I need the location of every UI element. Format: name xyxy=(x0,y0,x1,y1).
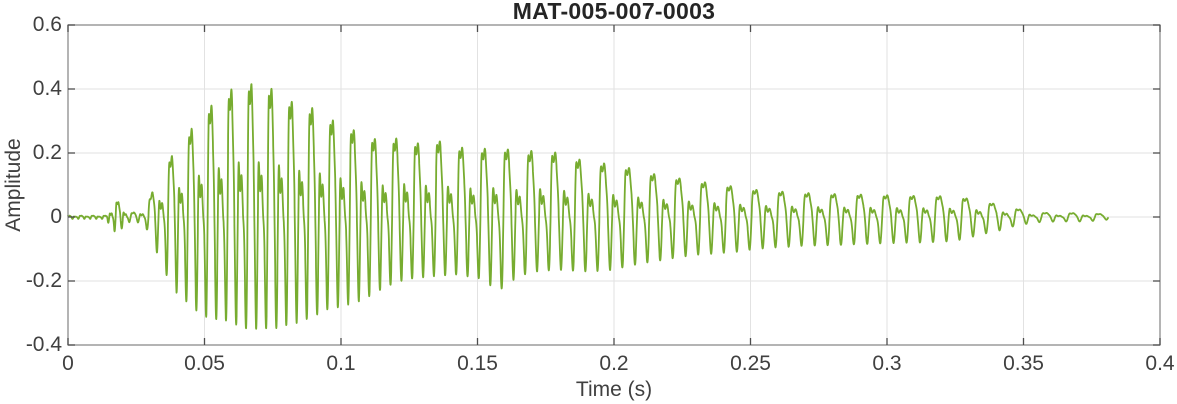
x-tick-label: 0 xyxy=(62,352,74,375)
x-tick-label: 0.15 xyxy=(457,352,498,375)
y-tick-label: 0.2 xyxy=(32,141,62,164)
y-tick-label: -0.2 xyxy=(25,269,62,292)
y-tick-label: -0.4 xyxy=(25,333,62,356)
y-tick-labels: -0.4 -0.2 0 0.2 0.4 0.6 xyxy=(0,0,62,404)
x-tick-label: 0.2 xyxy=(599,352,629,375)
x-tick-labels: 0 0.05 0.1 0.15 0.2 0.25 0.3 0.35 0.4 xyxy=(0,352,1177,378)
x-tick-label: 0.4 xyxy=(1145,352,1175,375)
chart-title: MAT-005-007-0003 xyxy=(512,0,716,24)
x-axis-label: Time (s) xyxy=(575,378,653,401)
y-tick-label: 0.6 xyxy=(32,13,62,36)
waveform-path xyxy=(67,83,1109,330)
x-tick-label: 0.1 xyxy=(326,352,356,375)
x-tick-label: 0.25 xyxy=(730,352,771,375)
x-tick-label: 0.05 xyxy=(184,352,225,375)
y-tick-label: 0 xyxy=(50,205,62,228)
x-tick-label: 0.35 xyxy=(1003,352,1044,375)
y-tick-label: 0.4 xyxy=(32,77,62,100)
x-tick-label: 0.3 xyxy=(872,352,902,375)
